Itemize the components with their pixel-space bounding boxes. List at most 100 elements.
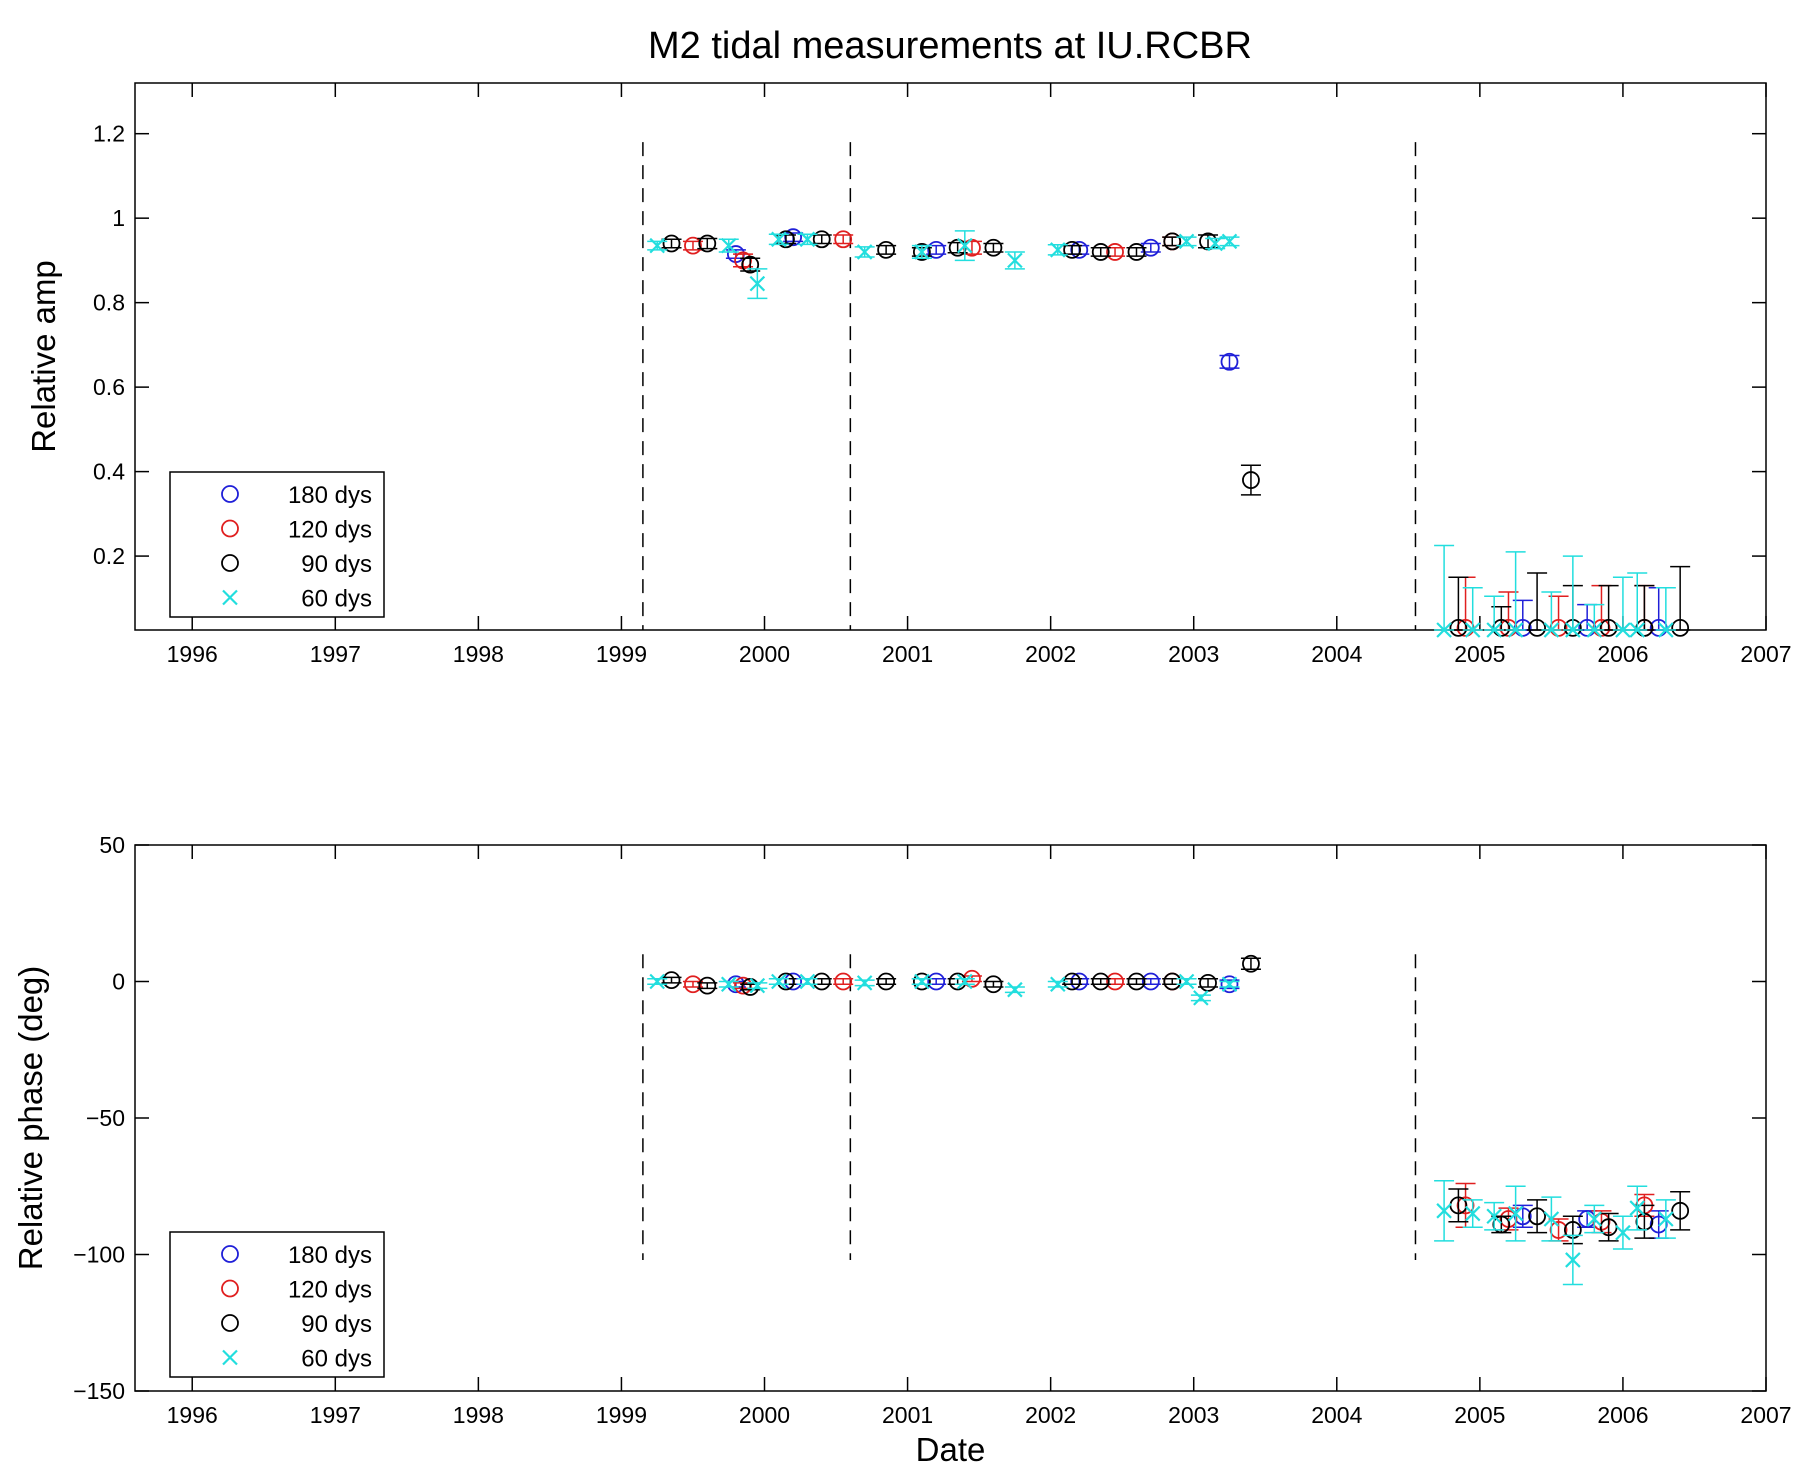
data-point-x [957, 973, 973, 990]
y-tick-label: −150 [73, 1378, 125, 1404]
amplitude-panel: 1996 1997 1998 1999 2000 2001 2002 2003 2004 2005… [25, 82, 1792, 667]
data-point-x [1464, 1205, 1481, 1222]
legend-label: 90 dys [301, 1311, 372, 1338]
legend-marker-circle [221, 554, 239, 572]
data-point-circle [912, 243, 931, 261]
x-tick-label: 2004 [1311, 1402, 1362, 1428]
x-tick-label: 2004 [1311, 641, 1362, 667]
legend-marker-x [222, 589, 238, 606]
data-point-circle [684, 236, 702, 255]
x-tick-label: 2003 [1168, 1402, 1219, 1428]
y-tick-label: 0.2 [93, 543, 125, 569]
data-point-x [1629, 1200, 1646, 1216]
legend-box [169, 471, 385, 618]
data-point-circle [1106, 243, 1124, 261]
y-tick-label: −50 [86, 1105, 125, 1131]
data-point-x [1050, 976, 1066, 993]
data-point-circle [877, 240, 896, 259]
x-axis-label: Date [916, 1431, 986, 1468]
x-tick-label: 2007 [1740, 641, 1791, 667]
data-point-circle [662, 234, 681, 253]
data-point-circle [698, 234, 717, 253]
data-point-x [720, 976, 737, 993]
data-point-circle [1070, 972, 1089, 991]
data-point-x [856, 975, 873, 991]
data-point-circle [698, 976, 717, 995]
legend-label: 120 dys [288, 517, 372, 544]
data-point-circle [662, 971, 681, 990]
data-point-circle [1599, 618, 1618, 637]
data-point-circle [1141, 972, 1160, 991]
x-tick-label: 2006 [1597, 641, 1648, 667]
data-point-circle [984, 238, 1003, 257]
data-point-x [1565, 622, 1581, 638]
data-point-circle [1163, 972, 1182, 991]
data-point-x [1615, 1224, 1631, 1241]
legend-box [169, 1231, 385, 1378]
x-tick-label: 1998 [453, 641, 504, 667]
data-point-x [1658, 622, 1674, 638]
data-point-circle [734, 976, 752, 995]
legend-label: 180 dys [288, 1242, 372, 1269]
x-tick-label: 2000 [739, 641, 790, 667]
data-point-circle [1091, 972, 1110, 991]
y-tick-label: 0 [112, 969, 125, 995]
data-point-x [957, 237, 973, 254]
x-tick-label: 1999 [596, 641, 647, 667]
data-point-circle [741, 255, 760, 274]
data-point-x [720, 237, 737, 254]
data-point-x [1543, 622, 1560, 638]
data-point-circle [1091, 243, 1110, 261]
data-point-circle [1242, 954, 1260, 973]
x-tick-label: 1997 [310, 1402, 361, 1428]
data-point-circle [912, 972, 931, 991]
x-tick-label: 2000 [739, 1402, 790, 1428]
data-point-circle [684, 975, 702, 994]
data-point-x [914, 973, 930, 990]
data-point-x [1486, 1208, 1502, 1225]
data-point-x [1658, 1211, 1674, 1227]
data-point-circle [1649, 1215, 1668, 1234]
data-point-circle [1106, 972, 1124, 991]
x-tick-label: 2003 [1168, 641, 1219, 667]
data-point-x [1007, 981, 1023, 998]
legend-label: 180 dys [288, 482, 372, 509]
data-point-x [1221, 976, 1238, 993]
data-point-circle [784, 972, 803, 991]
data-point-circle [1671, 1201, 1690, 1220]
data-point-circle [984, 975, 1003, 994]
x-tick-label: 2007 [1740, 1402, 1791, 1428]
phase-panel: 1996 1997 1998 1999 2000 2001 2002 2003 2004 2005… [12, 832, 1792, 1468]
y-tick-label: 1.2 [93, 121, 125, 147]
data-point-circle [1220, 352, 1239, 371]
data-point-x [1543, 1211, 1560, 1227]
data-point-circle [927, 972, 946, 991]
data-point-x [1507, 622, 1524, 638]
data-point-circle [1127, 243, 1146, 261]
data-point-x [1586, 1211, 1603, 1227]
data-point-circle [1671, 618, 1690, 637]
x-tick-label: 2002 [1025, 641, 1076, 667]
x-tick-label: 1996 [167, 1402, 218, 1428]
data-point-circle [812, 230, 831, 249]
y-tick-label: 50 [99, 832, 125, 858]
x-tick-label: 2006 [1597, 1402, 1648, 1428]
data-point-x [914, 244, 930, 260]
data-point-x [1436, 622, 1452, 638]
data-point-circle [1513, 1207, 1532, 1226]
data-point-circle [1163, 232, 1182, 251]
x-tick-label: 2001 [882, 1402, 933, 1428]
y-tick-label: 0.4 [93, 459, 125, 485]
legend-marker-circle [221, 1314, 239, 1332]
data-point-x [1565, 1252, 1581, 1268]
data-point-x [749, 977, 766, 994]
legend-marker-circle [221, 1245, 239, 1263]
data-point-circle [877, 972, 896, 991]
data-point-x [799, 231, 816, 248]
data-point-x [1178, 973, 1195, 990]
data-point-x [1178, 233, 1195, 250]
data-point-circle [1070, 240, 1089, 259]
data-point-circle [1528, 1207, 1546, 1226]
x-tick-label: 2002 [1025, 1402, 1076, 1428]
